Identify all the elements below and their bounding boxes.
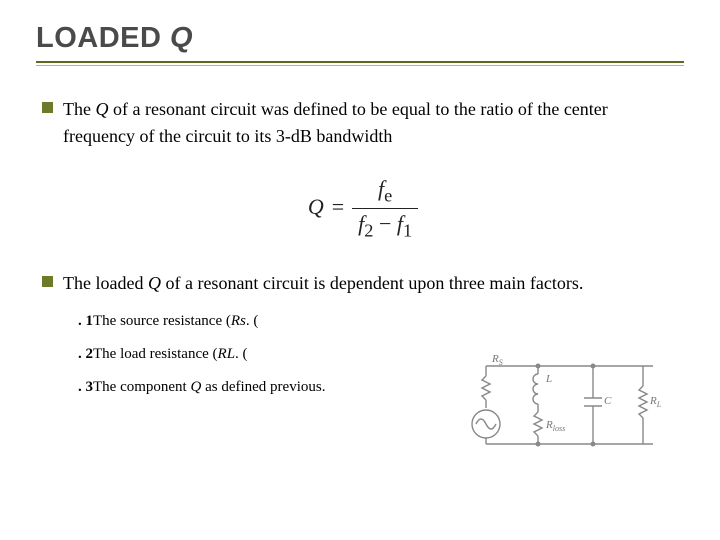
label-rs: RS — [491, 353, 503, 367]
bullet-1-b: of a resonant circuit was defined to be … — [63, 99, 608, 146]
formula-denominator: f2 − f1 — [352, 208, 418, 241]
bullet-2-a: The loaded — [63, 273, 148, 293]
bullet-2-b: of a resonant circuit is dependent upon … — [161, 273, 583, 293]
title-rule-dark — [36, 61, 684, 63]
sub-3-num: . 3 — [78, 379, 93, 395]
sub-1-num: . 1 — [78, 313, 93, 329]
q-formula: Q = fef2 − f1 — [308, 176, 418, 242]
label-c: C — [604, 395, 612, 407]
sub-3-txt: The component — [93, 379, 190, 395]
formula-numerator: fe — [352, 176, 418, 208]
bullet-1: The Q of a resonant circuit was defined … — [42, 96, 684, 150]
sub-1-txt: The source resistance ( — [93, 313, 231, 329]
square-bullet-icon — [42, 276, 53, 287]
formula-lhs: Q — [308, 194, 324, 219]
circuit-diagram: RS L Rloss C RL — [458, 348, 668, 458]
sub-1-end: . ( — [246, 313, 259, 329]
formula-num-sub: e — [384, 185, 392, 205]
title-text: LOADED — [36, 22, 170, 54]
bullet-1-q: Q — [95, 99, 108, 119]
sub-2-end: . ( — [235, 346, 248, 362]
sub-item-1: . 1The source resistance (Rs. ( — [78, 313, 684, 330]
label-rl: RL — [649, 395, 662, 409]
sub-2-txt: The load resistance ( — [93, 346, 218, 362]
slide-title: LOADED Q — [36, 22, 684, 55]
sub-1-var: Rs — [231, 313, 246, 329]
bullet-2: The loaded Q of a resonant circuit is de… — [42, 270, 684, 297]
sub-2-var: RL — [218, 346, 236, 362]
sub-2-num: . 2 — [78, 346, 93, 362]
label-rloss: Rloss — [545, 419, 565, 433]
label-l: L — [545, 373, 552, 385]
formula-fraction: fef2 − f1 — [352, 176, 418, 242]
sub-3-var: Q — [190, 379, 201, 395]
bullet-2-text: The loaded Q of a resonant circuit is de… — [63, 270, 583, 297]
square-bullet-icon — [42, 102, 53, 113]
sub-3-end: as defined previous. — [201, 379, 325, 395]
bullet-1-text: The Q of a resonant circuit was defined … — [63, 96, 684, 150]
title-q: Q — [170, 22, 193, 54]
bullet-2-q: Q — [148, 273, 161, 293]
formula-equals: = — [332, 194, 344, 219]
bullet-1-a: The — [63, 99, 95, 119]
formula-minus: − — [373, 211, 396, 236]
formula-block: Q = fef2 − f1 — [42, 176, 684, 242]
title-rule-light — [36, 65, 684, 66]
formula-den-f1-sub: 1 — [403, 221, 412, 241]
